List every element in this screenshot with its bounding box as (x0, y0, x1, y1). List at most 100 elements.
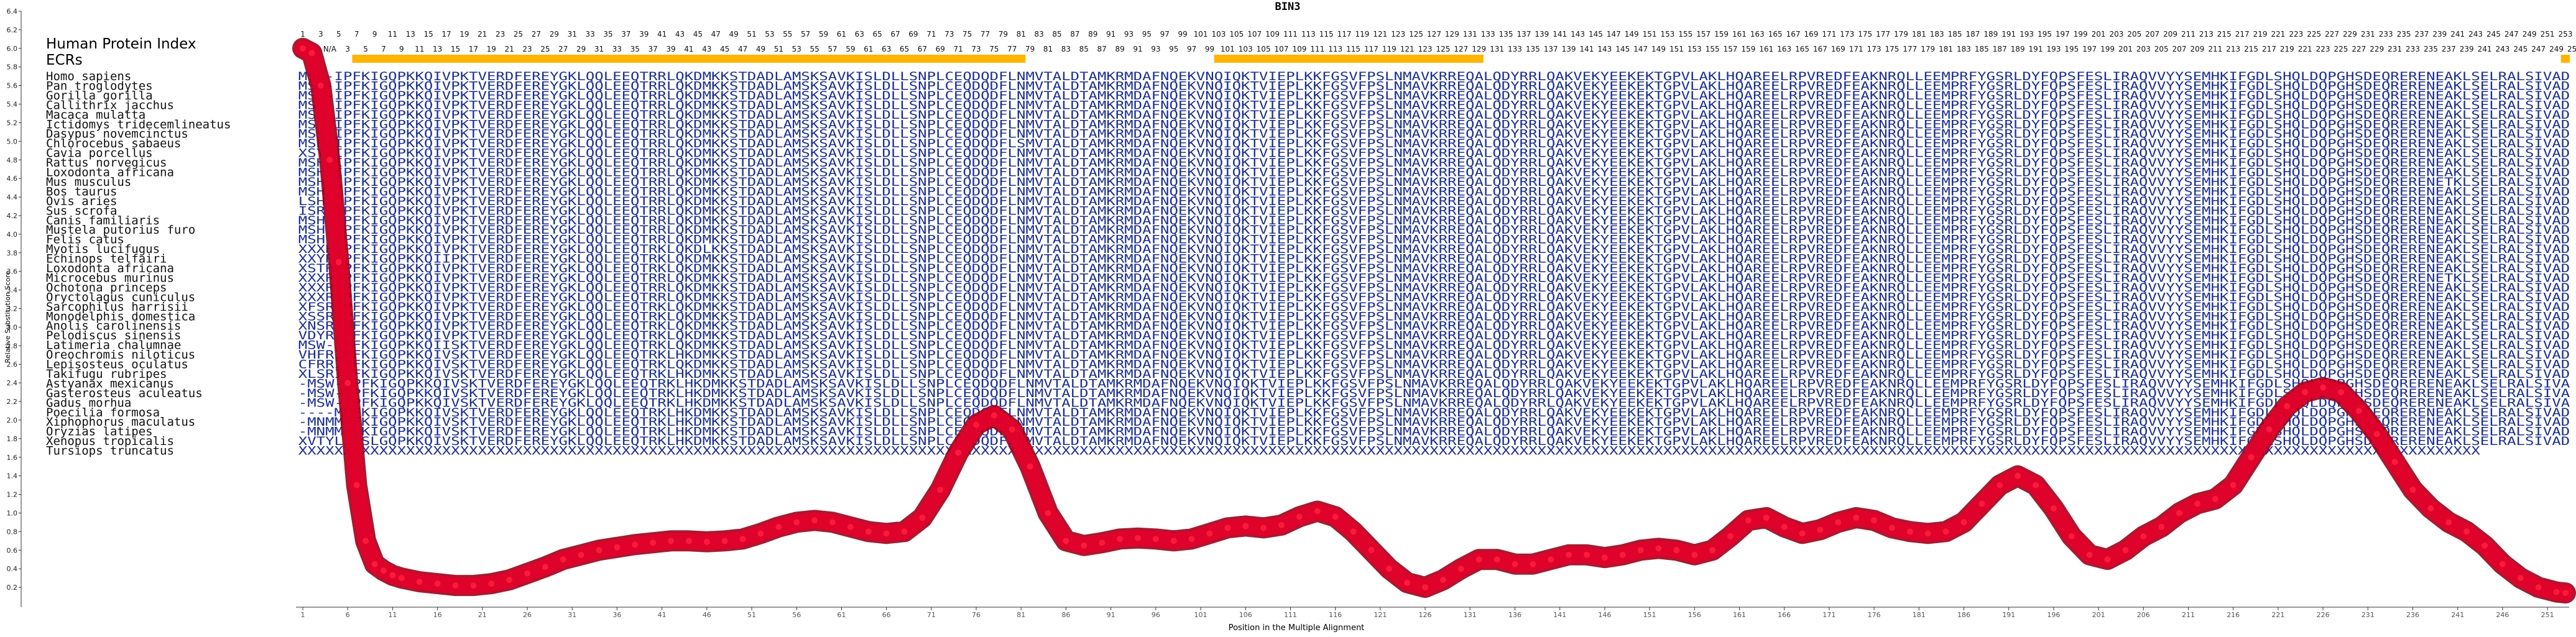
top-index-label: 87 (1070, 30, 1079, 39)
y-tick-label: 3.8 (7, 249, 18, 257)
x-tick-label: 131 (1464, 611, 1477, 619)
x-tick-label: 66 (882, 611, 891, 619)
human-index-label: 121 (1400, 45, 1415, 53)
ecr-bars (352, 55, 2570, 63)
curve-point (1548, 556, 1554, 563)
y-tick-label: 2.6 (7, 360, 18, 369)
top-index-label: 1 (300, 30, 305, 39)
x-tick-label: 91 (1107, 611, 1115, 619)
sequence-row: CFRRIPFKIGQPKKQIVSKTVERDFEREYGKLQQLEEQTR… (298, 358, 2570, 372)
curve-point (596, 547, 602, 554)
top-index-label: 167 (1786, 30, 1801, 39)
human-index-label: 189 (2011, 45, 2025, 53)
top-index-label: 153 (1660, 30, 1674, 39)
x-tick-label: 71 (927, 611, 936, 619)
top-index-label: 5 (336, 30, 341, 39)
top-index-label: 179 (1894, 30, 1908, 39)
x-tick-label: 56 (792, 611, 801, 619)
top-index-label: 209 (2163, 30, 2177, 39)
species-name: Cavia porcellus (46, 147, 153, 160)
top-index-label: 75 (963, 30, 972, 39)
y-tick-label: 1.4 (7, 472, 18, 480)
top-index-label: 123 (1391, 30, 1405, 39)
x-tick-label: 11 (388, 611, 397, 619)
species-name: Mustela putorius furo (46, 223, 195, 237)
curve-point (1404, 579, 1411, 586)
sequence-row: MSW-IPFKIGQPKKQIISKTVERDFEREYGKLQQLEEQTR… (298, 339, 2570, 352)
human-index-label: 65 (900, 45, 909, 53)
sequence-row: ISR-IPFKIGQPKKQIVPKTVERDFEREYGKLQQLEEQTR… (298, 204, 2570, 218)
human-index-label: 157 (1724, 45, 1738, 53)
y-tick-label: 4.4 (7, 193, 18, 201)
sequence-row: LSH-IPFKIGQPKKQIVPKTVERDFEREYGKLQQLEEQTR… (298, 195, 2570, 208)
human-index-label: 135 (1526, 45, 1540, 53)
x-tick-label: 226 (2317, 611, 2330, 619)
curve-point (2104, 556, 2111, 563)
x-tick-label: 211 (2182, 611, 2195, 619)
top-index-label: 243 (2468, 30, 2483, 39)
sequence-row: MSH-IPFKIGQPKKQIVPKTVERDFEREYGKLQQLEEQTR… (298, 166, 2570, 180)
top-index-label: 11 (388, 30, 397, 39)
top-index-label: 173 (1840, 30, 1854, 39)
human-index-label: 75 (989, 45, 999, 53)
curve-point (470, 582, 477, 589)
top-index-label: 223 (2289, 30, 2303, 39)
y-tick-label: 1.0 (7, 509, 18, 517)
x-tick-label: 36 (612, 611, 621, 619)
y-tick-label: 2.8 (7, 342, 18, 350)
human-index-label: 59 (846, 45, 855, 53)
curve-point (524, 570, 531, 577)
y-tick-label: 0.8 (7, 528, 18, 536)
x-tick-label: 46 (703, 611, 711, 619)
x-tick-labels: 1 6 11 16 21 26 31 36 41 46 51 56 61 66 71 76 81 86 91 96 10… (301, 607, 2554, 619)
x-tick-label: 176 (1868, 611, 1881, 619)
x-tick-label: 96 (1152, 611, 1160, 619)
species-name: Takifugu rubripes (46, 367, 167, 381)
top-index-label: 105 (1229, 30, 1244, 39)
species-name: Oryzias latipes (46, 425, 153, 439)
top-index-label: 41 (657, 30, 667, 39)
top-index-label: 129 (1445, 30, 1459, 39)
human-index-label: 103 (1239, 45, 1253, 53)
curve-point (2499, 561, 2506, 567)
top-index-label: 253 (2559, 30, 2573, 39)
curve-point (308, 50, 315, 57)
human-index-label: 213 (2226, 45, 2240, 53)
human-index-label: 239 (2460, 45, 2474, 53)
human-index-label: 35 (630, 45, 640, 53)
plot-axes (21, 11, 2569, 608)
human-index-label: 241 (2478, 45, 2492, 53)
human-index-label: 249 (2549, 45, 2564, 53)
curve-point (1691, 551, 1698, 558)
curve-point (1942, 528, 1949, 535)
human-index-label: 49 (756, 45, 765, 53)
human-index-label: 43 (702, 45, 711, 53)
species-name: Ictidomys tridecemlineatus (46, 117, 231, 131)
curve-point (1853, 514, 1860, 521)
human-index-row: 2 N/A 3 5 7 9 11 13 15 17 19 21 23 25 27 29 31 33 35 37 39 41… (310, 45, 2576, 53)
human-index-label: 141 (1580, 45, 1594, 53)
x-tick-label: 206 (2137, 611, 2150, 619)
substitution-curve (292, 37, 2576, 604)
y-tick-label: 4.2 (7, 212, 18, 220)
ecr-bar (1214, 55, 1484, 63)
top-index-label: 127 (1427, 30, 1441, 39)
human-index-label: 143 (1597, 45, 1612, 53)
human-index-label: 223 (2316, 45, 2330, 53)
top-index-label: 249 (2523, 30, 2537, 39)
top-index-label: 207 (2145, 30, 2159, 39)
species-name: Monodelphis domestica (46, 309, 195, 323)
top-index-label: 139 (1535, 30, 1549, 39)
top-index-label: 155 (1678, 30, 1692, 39)
top-index-label: 27 (532, 30, 541, 39)
human-index-label: 37 (649, 45, 658, 53)
top-index-label: 115 (1319, 30, 1334, 39)
top-index-label: 37 (621, 30, 630, 39)
x-tick-label: 16 (433, 611, 442, 619)
top-index-label: 217 (2235, 30, 2250, 39)
x-tick-label: 136 (1508, 611, 1521, 619)
curve-point (2320, 384, 2327, 391)
x-tick-label: 41 (658, 611, 667, 619)
x-tick-label: 156 (1688, 611, 1701, 619)
human-index-label: 161 (1759, 45, 1773, 53)
